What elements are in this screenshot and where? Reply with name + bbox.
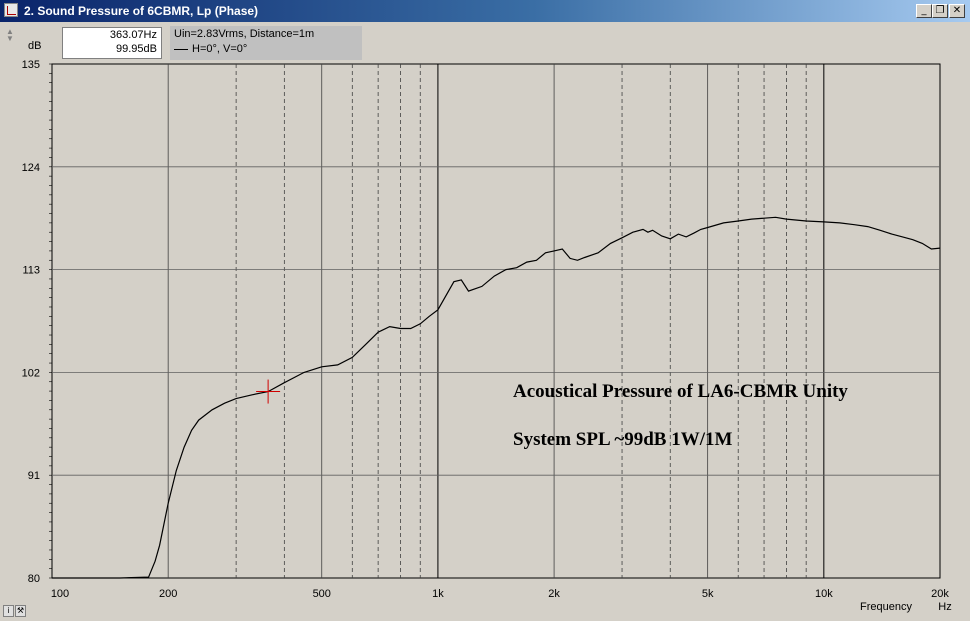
y-axis-title: dB — [28, 40, 42, 52]
minimize-button[interactable]: _ — [916, 4, 932, 18]
chart-annotation: System SPL ~99dB 1W/1M — [513, 429, 732, 450]
spl-response-line — [52, 216, 941, 579]
graph-window-icon[interactable] — [4, 3, 18, 17]
chart-annotation: Acoustical Pressure of LA6-CBMR Unity — [513, 381, 848, 402]
title-bar[interactable]: 2. Sound Pressure of 6CBMR, Lp (Phase) _… — [0, 0, 970, 22]
legend-measurement-info: Uin=2.83Vrms, Distance=1m — [174, 28, 315, 40]
x-tick-label: 500 — [313, 588, 331, 600]
x-axis-title: Frequency — [860, 601, 912, 613]
window-title: 2. Sound Pressure of 6CBMR, Lp (Phase) — [24, 4, 259, 18]
x-tick-label: 200 — [159, 588, 177, 600]
y-tick-label: 102 — [22, 367, 40, 379]
scale-arrows-icon[interactable]: ▲ ▼ — [6, 27, 14, 43]
x-tick-label: 1k — [432, 588, 444, 600]
readout-frequency: 363.07Hz — [109, 29, 157, 41]
y-tick-label: 91 — [28, 470, 40, 482]
y-tick-label: 80 — [28, 573, 40, 585]
tool-icon[interactable]: ⚒ — [15, 605, 26, 617]
y-tick-label: 124 — [22, 162, 40, 174]
x-tick-label: 20k — [931, 588, 949, 600]
y-tick-label: 113 — [22, 265, 40, 277]
legend-box: Uin=2.83Vrms, Distance=1m H=0°, V=0° — [170, 26, 362, 60]
x-tick-label: 5k — [702, 588, 714, 600]
x-axis-unit: Hz — [938, 601, 951, 613]
x-tick-label: 100 — [51, 588, 69, 600]
legend-series-entry: H=0°, V=0° — [174, 43, 247, 55]
plot-area — [51, 63, 941, 579]
readout-level: 99.95dB — [116, 43, 157, 55]
cursor-readout: 363.07Hz 99.95dB — [62, 27, 162, 59]
close-button[interactable]: ✕ — [949, 4, 965, 18]
x-tick-label: 10k — [815, 588, 833, 600]
x-tick-label: 2k — [548, 588, 560, 600]
legend-series-label: H=0°, V=0° — [192, 43, 248, 55]
restore-button[interactable]: ❐ — [932, 4, 948, 18]
legend-line-swatch — [174, 48, 188, 50]
bottom-toolbar: i ⚒ — [3, 605, 29, 618]
info-icon[interactable]: i — [3, 605, 14, 617]
y-tick-label: 135 — [22, 59, 40, 71]
